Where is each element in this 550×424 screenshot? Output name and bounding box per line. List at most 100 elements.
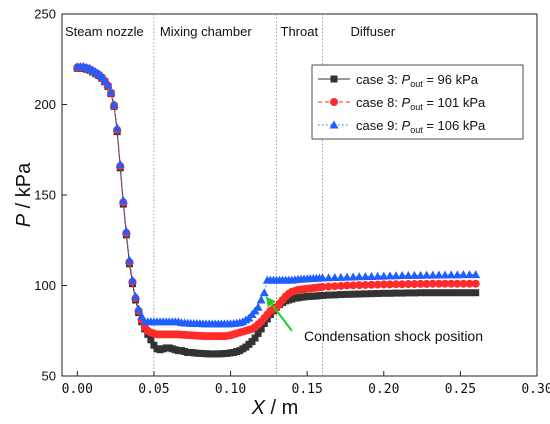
legend-prefix: case 9: [356, 118, 402, 133]
series-1-point [355, 281, 364, 290]
y-tick-label: 100 [34, 278, 56, 293]
series-2-point [324, 273, 334, 282]
series-0-point [380, 289, 388, 297]
series-0-point [404, 289, 412, 297]
series-2-point [253, 302, 263, 311]
series-0-point [453, 289, 461, 297]
series-0-point [355, 290, 363, 298]
region-labels: Steam nozzle Mixing chamber Throat Diffuser [65, 24, 396, 39]
series-2-point [434, 270, 444, 279]
legend-marker-2 [329, 120, 339, 129]
legend-var: P [402, 118, 411, 133]
series-layer [72, 61, 481, 358]
series-2-point [259, 288, 269, 297]
series-0-point [343, 290, 351, 298]
series-1-point [349, 281, 358, 290]
series-2-point [452, 270, 462, 279]
series-2-point [422, 270, 432, 279]
series-1-point [428, 279, 437, 288]
series-0-point [472, 289, 480, 297]
series-0-point [417, 289, 425, 297]
series-2-point [465, 270, 475, 279]
series-2-point [397, 271, 407, 280]
condensation-shock-annotation: Condensation shock position [265, 296, 483, 344]
series-2-point [115, 159, 125, 168]
series-0-point [331, 291, 339, 299]
series-2-point [379, 271, 389, 280]
annotation-arrow [271, 303, 293, 332]
series-0-point [386, 289, 394, 297]
legend-sub: out [410, 125, 423, 135]
series-0-point [441, 289, 449, 297]
series-2-point [127, 275, 137, 284]
legend-label-0: case 3: Pout = 96 kPa [356, 72, 479, 89]
series-1-point [361, 280, 370, 289]
series-1-point [441, 279, 450, 288]
x-axis-title: X / m [251, 397, 299, 419]
series-0-point [147, 336, 155, 344]
x-tick-label: 0.05 [138, 382, 169, 397]
series-0-point [248, 338, 256, 346]
series-0-point [374, 289, 382, 297]
series-1-point [453, 279, 462, 288]
series-2-point [403, 271, 413, 280]
series-0-point [459, 289, 467, 297]
series-1-point [471, 279, 480, 288]
region-label: Diffuser [350, 24, 395, 39]
y-axis-title: P / kPa [13, 162, 35, 227]
series-1-point [385, 280, 394, 289]
legend: case 3: Pout = 96 kPa case 8: Pout = 101 … [311, 64, 524, 140]
legend-var: P [402, 72, 411, 87]
series-2-point [373, 271, 383, 280]
y-tick-label: 50 [42, 369, 56, 384]
series-1-point [330, 282, 339, 291]
series-2-point [118, 195, 128, 204]
series-2-point [471, 270, 481, 279]
series-0-point [361, 290, 369, 298]
y-axis-var: P [13, 213, 35, 227]
series-0-point [368, 290, 376, 298]
series-1-point [324, 282, 333, 291]
legend-suffix: = 101 kPa [423, 95, 486, 110]
legend-prefix: case 3: [356, 72, 402, 87]
series-1-point [392, 280, 401, 289]
series-0-point [398, 289, 406, 297]
series-2-point [367, 271, 377, 280]
series-1-point [416, 279, 425, 288]
x-tick-label: 0.20 [368, 382, 399, 397]
series-2-point [409, 270, 419, 279]
x-axis-unit: / m [265, 397, 298, 419]
annotation-label: Condensation shock position [304, 328, 483, 344]
series-2-point [354, 272, 364, 281]
series-1-point [373, 280, 382, 289]
series-2-point [458, 270, 468, 279]
legend-label-2: case 9: Pout = 106 kPa [356, 118, 486, 135]
series-2-point [121, 226, 131, 235]
series-2-point [428, 270, 438, 279]
series-2-point [131, 291, 141, 300]
series-2-point [385, 271, 395, 280]
series-0-point [251, 334, 259, 342]
series-1-point [398, 280, 407, 289]
series-1-point [447, 279, 456, 288]
series-1-point [422, 279, 431, 288]
legend-prefix: case 8: [356, 95, 402, 110]
x-axis: 0.00 0.05 0.10 0.15 0.20 0.25 0.30 [62, 371, 550, 397]
y-tick-label: 200 [34, 97, 56, 112]
x-tick-label: 0.00 [62, 382, 93, 397]
series-0-point [429, 289, 437, 297]
series-0-point [447, 289, 455, 297]
series-1-point [404, 280, 413, 289]
x-tick-label: 0.15 [292, 382, 323, 397]
x-tick-label: 0.30 [521, 382, 550, 397]
series-1-point [410, 280, 419, 289]
series-1-point [318, 282, 327, 291]
legend-sub: out [410, 102, 423, 112]
series-2-point [134, 304, 144, 313]
series-1-point [459, 279, 468, 288]
series-0-point [466, 289, 474, 297]
series-2-point [391, 271, 401, 280]
series-2-point [106, 87, 116, 96]
legend-marker-1 [330, 98, 338, 106]
region-label: Steam nozzle [65, 24, 144, 39]
